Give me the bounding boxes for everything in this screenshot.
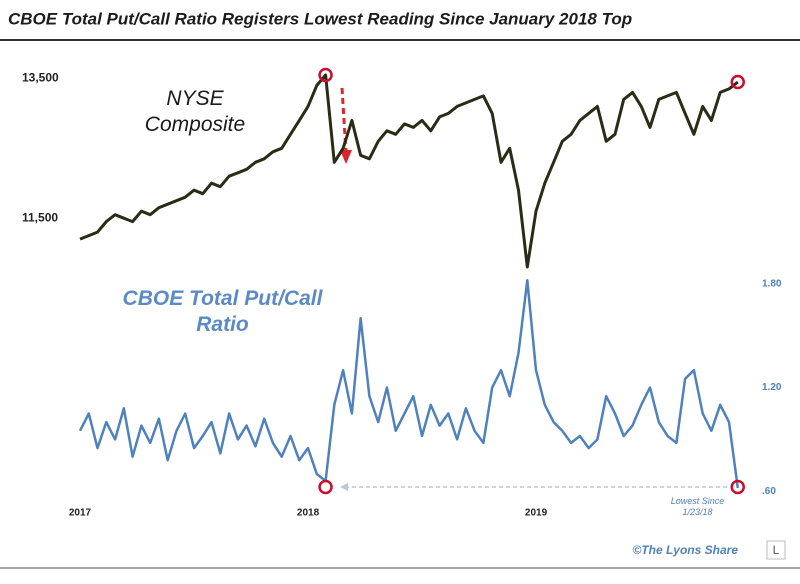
x-tick-label: 2017 — [69, 508, 92, 519]
y-tick-label: 13,500 — [22, 71, 59, 85]
highlight-circle — [318, 479, 333, 495]
x-tick-label: 2019 — [525, 508, 548, 519]
x-tick-label: 2018 — [297, 508, 320, 519]
series-label: CBOE Total Put/Call Ratio — [122, 287, 323, 337]
annotation: Lowest Since 1/23/18 — [670, 496, 725, 518]
drop-arrow-head — [340, 150, 352, 164]
series-line — [78, 278, 740, 489]
logo-box — [766, 540, 786, 560]
y2-tick-label: 1.80 — [762, 278, 782, 289]
highlight-circle — [318, 67, 333, 83]
source: ©The Lyons Share — [632, 543, 738, 557]
highlight-circle — [730, 74, 745, 90]
y2-tick-label: 1.20 — [762, 382, 782, 393]
chart-title: CBOE Total Put/Call Ratio Registers Lowe… — [8, 9, 632, 28]
series-line — [79, 73, 739, 269]
y2-tick-label: .60 — [762, 486, 776, 497]
level-arrow — [340, 483, 348, 491]
y-tick-label: 11,500 — [22, 210, 58, 224]
highlight-circle — [730, 479, 745, 495]
series-label: NYSE Composite — [144, 87, 246, 137]
logo: L — [773, 543, 780, 557]
